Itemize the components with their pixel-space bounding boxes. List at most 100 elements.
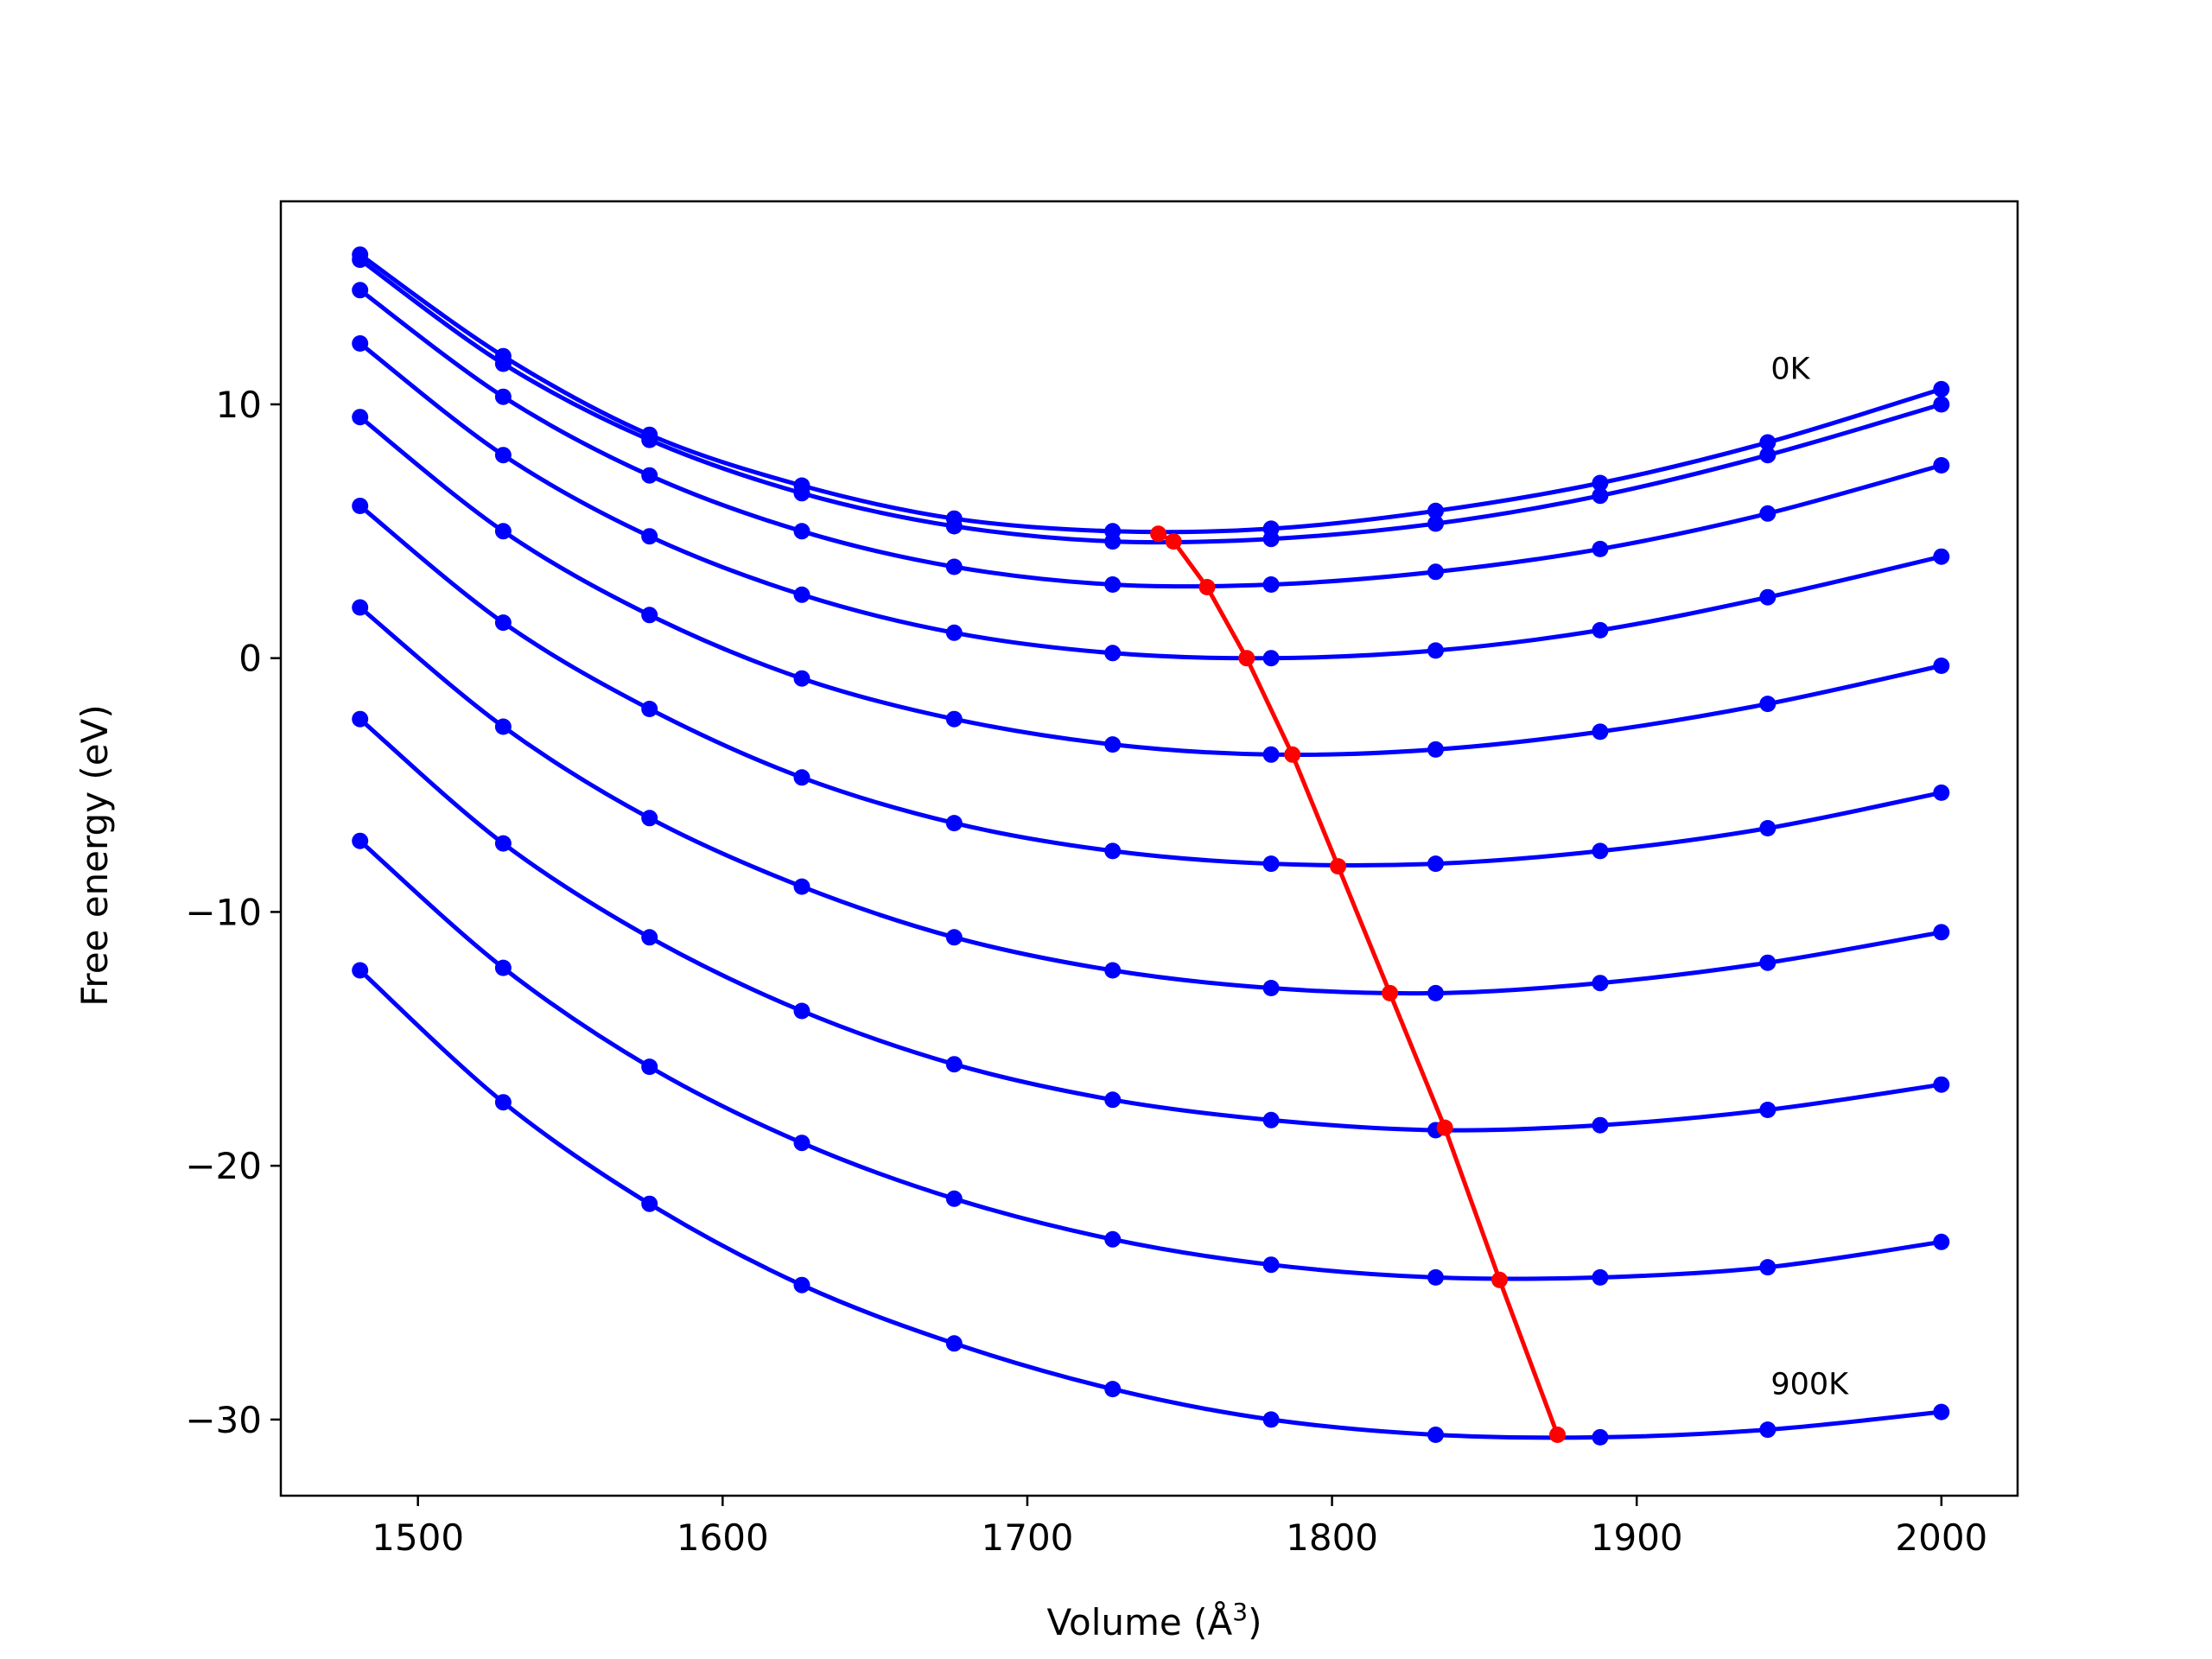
curve-5-point-4: [945, 815, 963, 832]
curve-6-point-1: [494, 718, 512, 735]
curve-6-point-2: [641, 810, 658, 827]
curve-0-point-9: [1759, 434, 1777, 451]
curve-1-point-6: [1262, 531, 1280, 548]
curve-5-point-3: [793, 769, 810, 786]
curve-1-point-8: [1592, 487, 1609, 505]
curve-9-point-4: [945, 1335, 963, 1352]
curve-7-point-6: [1262, 1111, 1280, 1128]
y-tick-label--10: −10: [185, 891, 262, 933]
curve-2-point-10: [1933, 457, 1950, 474]
curve-9-point-6: [1262, 1411, 1280, 1428]
curve-5-point-5: [1104, 842, 1122, 860]
curve-2-point-3: [793, 523, 810, 540]
curve-1-point-2: [641, 431, 658, 448]
curve-2-point-5: [1104, 576, 1122, 593]
curve-7-point-5: [1104, 1091, 1122, 1109]
curve-5-point-0: [352, 498, 369, 514]
curve-4-point-6: [1262, 746, 1280, 763]
curve-5: [352, 498, 1950, 873]
curve-4-point-2: [641, 607, 658, 624]
curve-8-point-5: [1104, 1230, 1122, 1248]
curve-3-point-4: [945, 624, 963, 641]
curve-2: [352, 282, 1950, 593]
x-axis-label-superscript: 3: [1232, 1598, 1248, 1626]
free-energy-curves: [352, 246, 1950, 1446]
curve-8-point-9: [1759, 1259, 1777, 1276]
curve-8-point-10: [1933, 1233, 1950, 1250]
curve-5-point-8: [1592, 842, 1609, 860]
minimum-point-2: [1198, 579, 1216, 595]
x-axis-label-main: Volume (Å: [1047, 1600, 1233, 1643]
curve-8-point-7: [1427, 1268, 1444, 1286]
curve-8-point-4: [945, 1190, 963, 1207]
x-axis-label-close: ): [1248, 1601, 1262, 1643]
curve-9-point-10: [1933, 1403, 1950, 1421]
curve-1-point-5: [1104, 533, 1122, 550]
curve-6-point-0: [352, 599, 369, 616]
curve-7: [352, 710, 1950, 1139]
curve-4-point-10: [1933, 658, 1950, 674]
curve-5-point-2: [641, 701, 658, 717]
curve-3: [352, 335, 1950, 667]
minimum-point-7: [1436, 1119, 1453, 1136]
curve-3-point-7: [1427, 642, 1444, 659]
curve-3-point-9: [1759, 588, 1777, 606]
curve-8-point-8: [1592, 1268, 1609, 1286]
curve-1-point-0: [352, 251, 369, 269]
minimum-point-1: [1165, 533, 1182, 550]
curve-6-point-7: [1427, 984, 1444, 1001]
curve-3-point-1: [494, 447, 512, 464]
curve-9-point-2: [641, 1195, 658, 1212]
curve-6-point-6: [1262, 980, 1280, 996]
y-axis-label: Free energy (eV): [73, 704, 116, 1007]
curve-0-point-10: [1933, 380, 1950, 397]
curve-6-point-10: [1933, 924, 1950, 941]
x-tick-label-1900: 1900: [1591, 1516, 1683, 1559]
curve-9-point-9: [1759, 1421, 1777, 1439]
curve-7-point-1: [494, 835, 512, 852]
curve-5-point-1: [494, 614, 512, 632]
curve-4-point-9: [1759, 696, 1777, 713]
curve-8-point-6: [1262, 1256, 1280, 1274]
x-tick-label-1500: 1500: [372, 1516, 464, 1559]
minimum-point-4: [1284, 746, 1301, 763]
y-axis-ticks: −30 −20 −10 0 10: [185, 384, 281, 1441]
curve-4-point-0: [352, 409, 369, 426]
curve-6-point-4: [945, 929, 963, 946]
curve-9-point-7: [1427, 1427, 1444, 1443]
curve-4-point-1: [494, 523, 512, 540]
curve-3-point-10: [1933, 548, 1950, 565]
y-tick-label-10: 10: [216, 384, 262, 426]
x-axis-ticks: 1500 1600 1700 1800 1900 2000: [372, 1496, 1987, 1559]
curve-1-point-1: [494, 355, 512, 372]
x-tick-label-1600: 1600: [677, 1516, 769, 1559]
x-tick-label-1700: 1700: [982, 1516, 1074, 1559]
curve-2-point-9: [1759, 505, 1777, 522]
curve-2-point-0: [352, 282, 369, 299]
curve-4: [352, 409, 1950, 763]
curve-2-point-2: [641, 467, 658, 484]
curve-8-point-1: [494, 959, 512, 976]
annotation-1: 900K: [1770, 1368, 1849, 1402]
curve-7-point-2: [641, 929, 658, 946]
curve-6-point-8: [1592, 975, 1609, 992]
curve-9-point-1: [494, 1094, 512, 1111]
curve-9-point-5: [1104, 1381, 1122, 1398]
curve-3-point-6: [1262, 650, 1280, 667]
curve-1-point-10: [1933, 396, 1950, 413]
curve-7-point-10: [1933, 1076, 1950, 1093]
minimum-path-line: [1157, 531, 1560, 1436]
curve-1: [352, 251, 1950, 550]
curve-8: [352, 832, 1950, 1286]
curve-5-point-7: [1427, 855, 1444, 873]
curve-0-point-7: [1427, 502, 1444, 519]
curve-3-point-2: [641, 528, 658, 545]
curve-4-point-3: [793, 670, 810, 687]
curve-2-point-8: [1592, 540, 1609, 557]
minimum-path: [1150, 525, 1566, 1443]
curve-8-point-3: [793, 1135, 810, 1152]
curve-1-point-3: [793, 485, 810, 502]
curve-1-point-7: [1427, 515, 1444, 532]
